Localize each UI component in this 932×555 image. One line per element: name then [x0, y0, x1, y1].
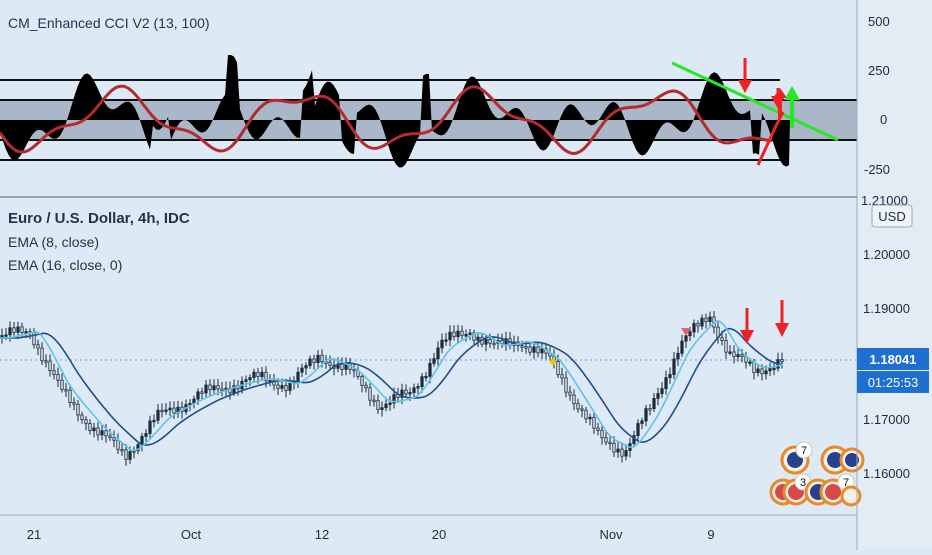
cci-panel[interactable] — [0, 55, 857, 168]
symbol-title: Euro / U.S. Dollar, 4h, IDC — [8, 210, 190, 227]
time-label: 21 — [27, 527, 41, 542]
arrow-down-cci-1[interactable] — [738, 58, 752, 93]
price-tick: 1.19000 — [863, 301, 910, 316]
ema-slow-label: EMA (16, close, 0) — [8, 257, 123, 273]
price-scale-background — [857, 0, 932, 550]
time-axis[interactable]: 21 Oct 12 20 Nov 9 — [27, 527, 715, 542]
time-label: 20 — [432, 527, 446, 542]
event-count-2: 3 — [800, 477, 806, 489]
event-count-bubble — [795, 441, 813, 459]
cci-tick: -250 — [864, 162, 890, 177]
ema-fast-label: EMA (8, close) — [8, 234, 100, 250]
cci-scale[interactable]: 500 250 0 -250 — [864, 14, 890, 177]
currency-badge[interactable] — [871, 204, 913, 228]
time-label: Oct — [181, 527, 202, 542]
cci-indicator-legend[interactable]: CM_Enhanced CCI V2 (13, 100) — [8, 15, 210, 31]
arrow-down-cci-2[interactable] — [771, 88, 785, 109]
eu-flag-icon — [845, 453, 859, 467]
signal-triangle-marker — [681, 328, 691, 336]
cci-tick: 0 — [880, 112, 887, 127]
last-price-value: 1.18041 — [870, 352, 917, 367]
last-price-tag — [857, 348, 929, 370]
ema-fast-line — [0, 319, 784, 452]
time-label: 12 — [315, 527, 329, 542]
currency-label: USD — [878, 209, 905, 224]
arrow-up-green[interactable] — [784, 86, 800, 128]
event-count-3: 7 — [843, 477, 849, 489]
price-scale[interactable]: 1.21000 USD 1.20000 1.19000 1.18041 01:2… — [857, 193, 929, 481]
price-tick: 1.20000 — [863, 247, 910, 262]
arrow-down-price-1[interactable] — [740, 308, 754, 344]
cci-area — [0, 55, 790, 168]
ema-slow-legend[interactable]: EMA (16, close, 0) — [8, 257, 122, 273]
ema-fast-legend[interactable]: EMA (8, close) — [8, 234, 99, 250]
bar-countdown: 01:25:53 — [868, 375, 919, 390]
event-count-1: 7 — [801, 445, 807, 457]
us-flag-icon — [825, 484, 841, 500]
eu-flag-icon — [827, 452, 843, 468]
cci-tick: 250 — [868, 63, 890, 78]
price-panel[interactable]: 7 3 7 — [0, 300, 865, 507]
countdown-tag — [857, 371, 929, 393]
trendline-drawing[interactable] — [671, 61, 839, 142]
symbol-legend[interactable]: Euro / U.S. Dollar, 4h, IDC — [8, 210, 190, 227]
event-badge-us[interactable] — [840, 485, 862, 507]
cci-indicator-title: CM_Enhanced CCI V2 (13, 100) — [8, 15, 210, 31]
price-tick: 1.16000 — [863, 466, 910, 481]
signal-dot-marker — [550, 359, 556, 365]
cci-tick: 500 — [868, 14, 890, 29]
cci-signal-line — [0, 84, 773, 155]
time-label: Nov — [599, 527, 623, 542]
arrow-down-price-2[interactable] — [775, 300, 789, 337]
time-label: 9 — [707, 527, 714, 542]
ema-slow-line — [0, 327, 784, 446]
price-tick: 1.21000 — [861, 193, 908, 208]
price-tick: 1.17000 — [863, 412, 910, 427]
